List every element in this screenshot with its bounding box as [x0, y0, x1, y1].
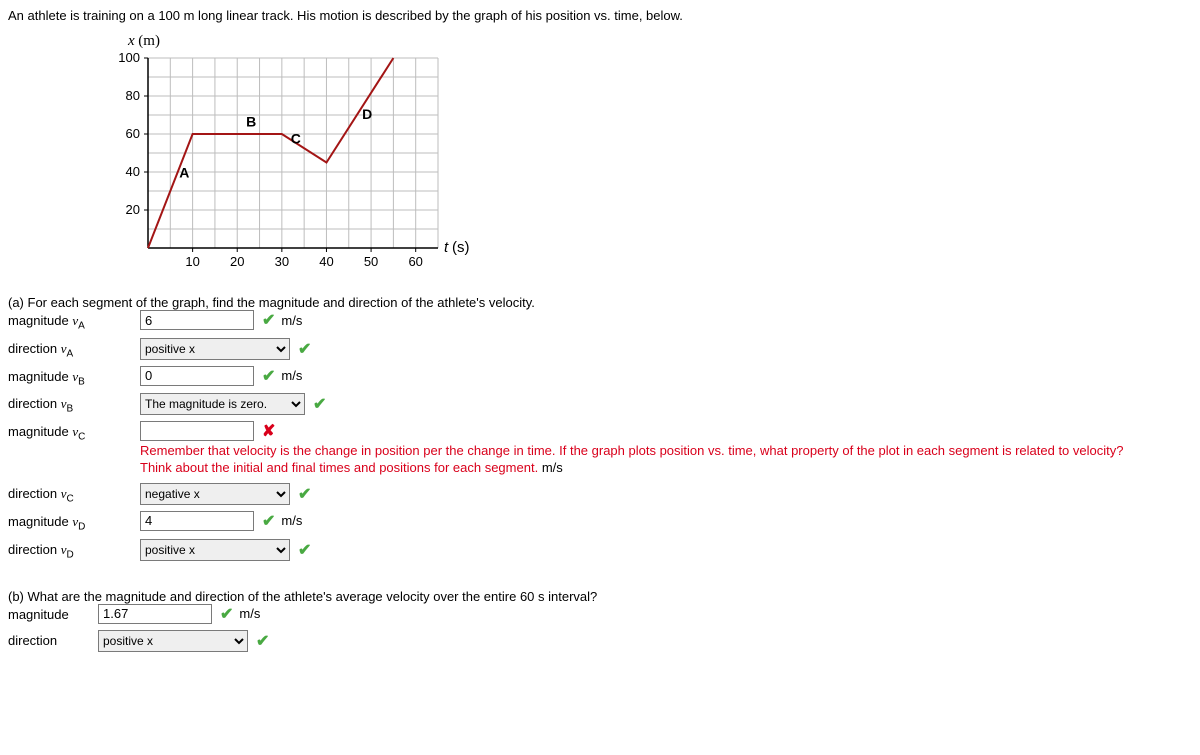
select-direction-vb[interactable]: The magnitude is zero. [140, 393, 305, 415]
label-magnitude-vb: magnitude vB [8, 366, 140, 388]
check-icon: ✔ [256, 631, 269, 651]
check-icon: ✔ [262, 310, 275, 330]
label-magnitude-vd: magnitude vD [8, 511, 140, 533]
position-time-graph: x (m) 20406080100102030405060t (s)ABCD [108, 33, 1192, 281]
svg-text:80: 80 [126, 88, 140, 103]
select-direction-vc[interactable]: negative x [140, 483, 290, 505]
part-a-prompt: (a) For each segment of the graph, find … [8, 295, 1192, 310]
input-magnitude-va[interactable] [140, 310, 254, 330]
select-direction-va[interactable]: positive x [140, 338, 290, 360]
unit-ms: m/s [281, 368, 302, 383]
label-direction-vb: direction vB [8, 393, 140, 415]
problem-intro: An athlete is training on a 100 m long l… [8, 8, 1192, 23]
label-direction-va: direction vA [8, 338, 140, 360]
check-icon: ✔ [298, 484, 311, 504]
label-avg-magnitude: magnitude [8, 604, 98, 622]
cross-icon: ✘ [262, 421, 275, 441]
svg-text:D: D [362, 106, 372, 122]
label-avg-direction: direction [8, 630, 98, 648]
label-direction-vc: direction vC [8, 483, 140, 505]
y-axis-label: x [128, 33, 135, 49]
unit-ms: m/s [281, 513, 302, 528]
check-icon: ✔ [298, 540, 311, 560]
svg-text:100: 100 [118, 50, 140, 65]
part-b-prompt: (b) What are the magnitude and direction… [8, 589, 1192, 604]
svg-text:10: 10 [185, 254, 199, 269]
svg-text:50: 50 [364, 254, 378, 269]
svg-text:40: 40 [126, 164, 140, 179]
feedback-magnitude-vc: Remember that velocity is the change in … [140, 443, 1140, 477]
check-icon: ✔ [262, 511, 275, 531]
svg-text:C: C [291, 131, 301, 147]
input-magnitude-vc[interactable] [140, 421, 254, 441]
input-magnitude-vb[interactable] [140, 366, 254, 386]
check-icon: ✔ [298, 339, 311, 359]
check-icon: ✔ [262, 366, 275, 386]
svg-text:B: B [246, 113, 256, 129]
check-icon: ✔ [313, 394, 326, 414]
svg-text:60: 60 [408, 254, 422, 269]
svg-text:t: t [444, 239, 449, 256]
svg-text:40: 40 [319, 254, 333, 269]
input-avg-magnitude[interactable] [98, 604, 212, 624]
unit-ms: m/s [281, 313, 302, 328]
select-direction-vd[interactable]: positive x [140, 539, 290, 561]
svg-text:20: 20 [230, 254, 244, 269]
select-avg-direction[interactable]: positive x [98, 630, 248, 652]
unit-ms: m/s [239, 606, 260, 621]
svg-text:30: 30 [275, 254, 289, 269]
input-magnitude-vd[interactable] [140, 511, 254, 531]
label-magnitude-vc: magnitude vC [8, 421, 140, 443]
svg-text:(s): (s) [452, 239, 470, 256]
svg-text:A: A [179, 165, 189, 181]
label-magnitude-va: magnitude vA [8, 310, 140, 332]
svg-text:20: 20 [126, 202, 140, 217]
check-icon: ✔ [220, 604, 233, 624]
svg-text:60: 60 [126, 126, 140, 141]
label-direction-vd: direction vD [8, 539, 140, 561]
